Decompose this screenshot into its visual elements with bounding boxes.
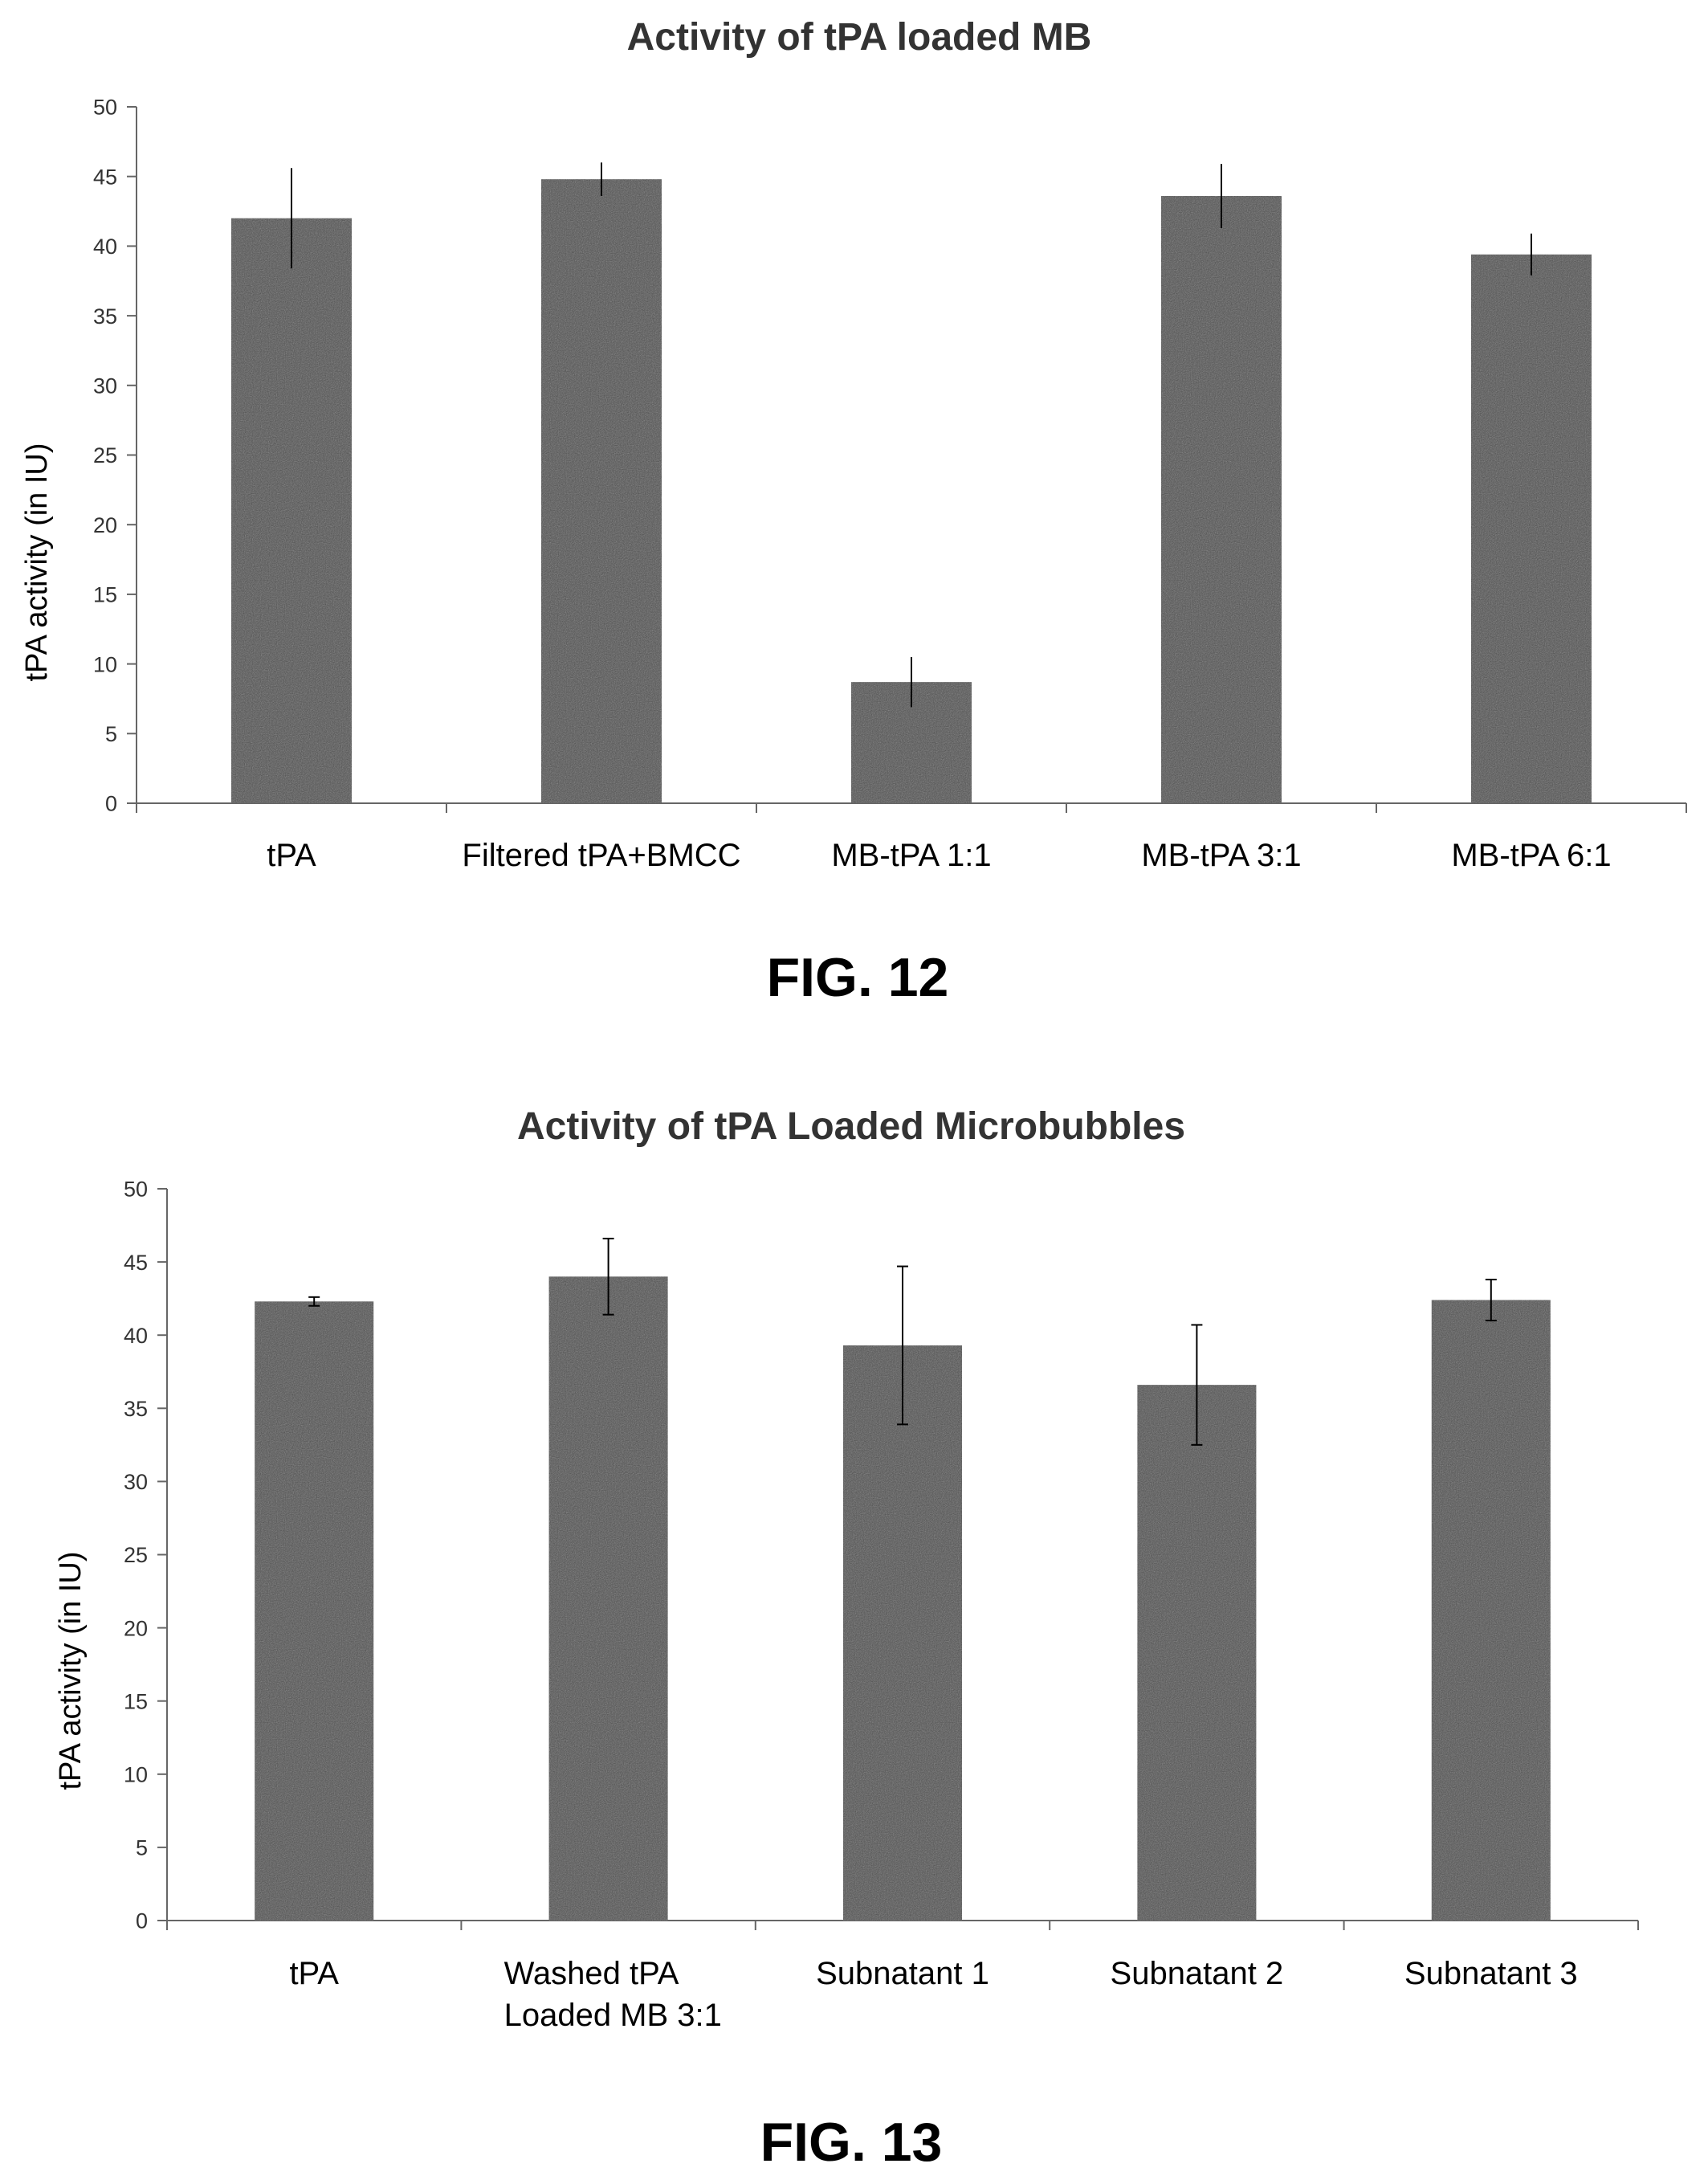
- axes-fig13: 0 5 10 15 20 25 30 35 40 45 50: [124, 1178, 1639, 1933]
- x-category-label-line-fig13: Subnatant 1: [816, 1956, 989, 1991]
- bar-fig12: [1161, 195, 1282, 803]
- y-tick-label-fig12: 15: [93, 583, 117, 607]
- x-category-label-line-fig12: MB-tPA 3:1: [1141, 838, 1301, 873]
- bar-fig12: [541, 179, 662, 804]
- y-tick-label-fig12: 50: [93, 96, 117, 120]
- bars-fig13: tPA Washed tPA Loaded MB 3:1 Subnatant 1 Sub…: [255, 1237, 1578, 2033]
- figure-caption-fig12: FIG. 12: [767, 947, 949, 1008]
- x-category-label-line-fig12: MB-tPA 1:1: [831, 838, 991, 873]
- bars-fig12: tPA Filtered tPA+BMCC MB-tPA 1:1 MB-tPA 3:1…: [231, 162, 1612, 873]
- bar-fig13: [255, 1301, 374, 1921]
- y-tick-label-fig13: 40: [124, 1324, 148, 1348]
- x-category-label-fig13: tPA: [289, 1956, 339, 1991]
- y-tick-label-fig13: 5: [136, 1836, 148, 1860]
- y-tick-label-fig13: 30: [124, 1470, 148, 1494]
- y-tick-label-fig12: 0: [105, 792, 117, 816]
- x-category-label-fig13: Subnatant 2: [1111, 1956, 1284, 1991]
- x-category-label-line-fig13: Washed tPA: [504, 1956, 679, 1991]
- x-category-label-fig12: MB-tPA 3:1: [1141, 838, 1301, 873]
- x-category-label-fig13: Subnatant 1: [816, 1956, 989, 1991]
- x-category-label-line-fig13: Subnatant 2: [1111, 1956, 1284, 1991]
- y-tick-label-fig12: 10: [93, 652, 117, 676]
- y-tick-label-fig12: 40: [93, 235, 117, 259]
- x-category-label-fig13: Subnatant 3: [1404, 1956, 1578, 1991]
- x-category-label-fig12: tPA: [267, 838, 316, 873]
- x-category-label-line-fig12: tPA: [267, 838, 316, 873]
- y-tick-label-fig12: 5: [105, 722, 117, 746]
- figure-caption-fig13: FIG. 13: [760, 2112, 943, 2173]
- chart-title-fig13: Activity of tPA Loaded Microbubbles: [517, 1105, 1185, 1148]
- y-tick-label-fig13: 0: [136, 1909, 148, 1933]
- figure-12: Activity of tPA loaded MB tPA activity (…: [20, 16, 1687, 1008]
- bar-fig13: [843, 1345, 962, 1921]
- y-tick-label-fig12: 25: [93, 443, 117, 467]
- y-tick-label-fig13: 50: [124, 1178, 148, 1202]
- bar-fig12: [231, 218, 352, 804]
- x-category-label-fig12: MB-tPA 6:1: [1451, 838, 1611, 873]
- y-tick-label-fig13: 45: [124, 1251, 148, 1275]
- chart-title-fig12: Activity of tPA loaded MB: [627, 16, 1092, 59]
- x-category-label-fig12: Filtered tPA+BMCC: [462, 838, 740, 873]
- y-tick-label-fig12: 45: [93, 165, 117, 189]
- y-tick-label-fig13: 35: [124, 1397, 148, 1421]
- bar-fig12: [1471, 254, 1592, 804]
- bar-fig13: [548, 1276, 668, 1921]
- y-tick-label-fig12: 30: [93, 374, 117, 398]
- bar-fig13: [1137, 1385, 1257, 1921]
- y-axis-label-fig13: tPA activity (in IU): [54, 1551, 88, 1790]
- x-category-label-line-fig12: MB-tPA 6:1: [1451, 838, 1611, 873]
- x-category-label-line-fig13: Loaded MB 3:1: [504, 1998, 722, 2033]
- x-category-label-fig13: Washed tPA Loaded MB 3:1: [504, 1956, 722, 2033]
- x-category-label-line-fig13: tPA: [289, 1956, 339, 1991]
- y-tick-label-fig13: 10: [124, 1763, 148, 1787]
- x-category-label-line-fig12: Filtered tPA+BMCC: [462, 838, 740, 873]
- y-tick-label-fig13: 20: [124, 1616, 148, 1640]
- figure-13: Activity of tPA Loaded Microbubbles tPA …: [54, 1105, 1639, 2173]
- bar-fig13: [1431, 1300, 1551, 1921]
- axes-fig12: 0 5 10 15 20 25 30 35 40 45 50: [93, 96, 1687, 816]
- y-tick-label-fig12: 35: [93, 304, 117, 329]
- y-axis-label-fig12: tPA activity (in IU): [20, 443, 54, 681]
- y-tick-label-fig12: 20: [93, 513, 117, 537]
- y-tick-label-fig13: 15: [124, 1689, 148, 1713]
- x-category-label-fig12: MB-tPA 1:1: [831, 838, 991, 873]
- x-category-label-line-fig13: Subnatant 3: [1404, 1956, 1578, 1991]
- y-tick-label-fig13: 25: [124, 1543, 148, 1567]
